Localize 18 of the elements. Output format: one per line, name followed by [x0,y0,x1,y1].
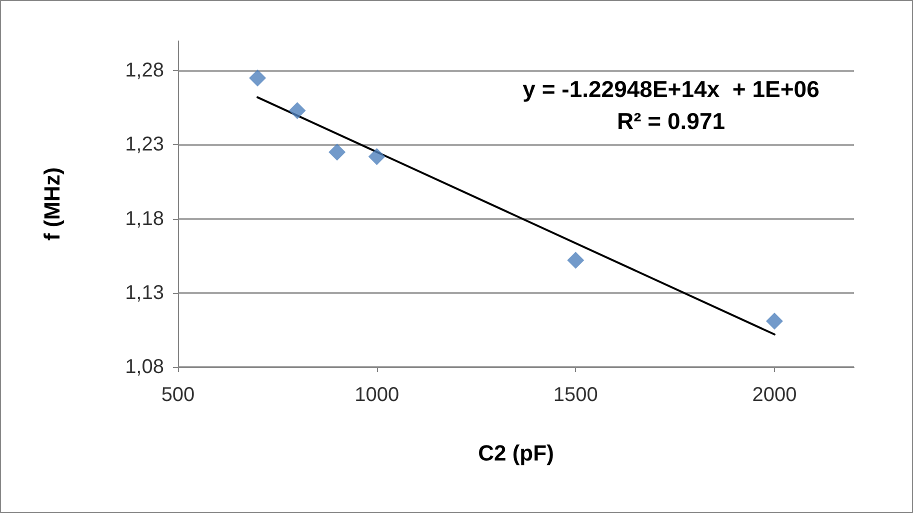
y-tick-label: 1,28 [125,60,164,82]
point [328,144,346,161]
x-tick-label: 1000 [354,384,400,406]
point [368,148,386,166]
x-tick-label: 500 [161,384,195,406]
y-tick-label: 1,18 [125,208,164,230]
y-axis-title: f (MHz) [40,167,64,241]
point [249,70,266,87]
point [766,312,783,330]
x-tick-label: 2000 [752,384,797,406]
y-tick-label: 1,23 [125,134,164,156]
annotation: y = -1.22948E+14x + 1E+06 R² = 0.971 [522,76,820,134]
point [567,252,584,269]
point [288,102,306,120]
y-tick-label: 1,08 [125,356,164,378]
y-tick-label: 1,13 [125,282,164,304]
x-tick-label: 1500 [553,384,598,406]
x-axis-title: C2 (pF) [478,440,554,466]
